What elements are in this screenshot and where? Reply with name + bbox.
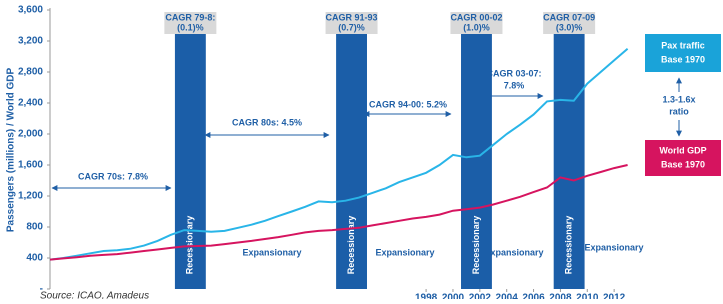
phase-label: Expansionary [584,242,643,252]
annotations: CAGR 70s: 7.8% CAGR 80s: 4.5% CAGR 94-00… [40,34,721,302]
series-line [49,164,628,261]
annotation: CAGR 80s: 4.5% [232,117,302,127]
legend-text: Pax traffic [661,40,705,50]
legend-box [645,140,721,176]
phase-label: Expansionary [375,247,434,257]
recession-bar [336,33,367,289]
y-tick-label: 3,600 [18,5,43,16]
y-tick-label: 400 [26,253,43,264]
y-tick-label: 1,600 [18,160,43,171]
x-tick-label: 2008 [549,293,572,299]
recession-label-box [164,12,217,34]
phase-label: Expansionary [484,247,543,257]
marks: - 400 800 1,200 1,600 2,000 2,400 2,800 3,200 3,6… [18,5,629,304]
x-tick-label: 2000 [442,293,465,299]
annotation: CAGR 03-07: [486,68,541,78]
y-axis-label: Passengers (millions) / World GDP [6,68,17,233]
x-tick-label: 2010 [576,293,599,299]
y-tick-label: 2,000 [18,129,43,140]
annotation: 7.8% [504,80,525,90]
legend-box [645,34,721,72]
x-tick-label: 1998 [415,293,438,299]
recession-label: CAGR 07-09 [543,12,595,22]
y-tick-label: - [40,284,43,295]
recession-label: CAGR 79-8: [165,12,215,22]
legend-text: Base 1970 [661,159,705,169]
x-tick-label: 2006 [522,293,545,299]
x-tick-label: 2012 [603,293,626,299]
x-tick-label: 2004 [496,293,519,299]
recession-label: CAGR 00-02 [450,12,502,22]
legend-text: World GDP [659,145,706,155]
recession-text: Recessionary [564,216,574,275]
recession-text: Recessionary [471,216,481,275]
recession-label-box [450,12,503,34]
y-tick-label: 1,200 [18,191,43,202]
recession-label-box [543,12,596,34]
recession-label: CAGR 91-93 [326,12,378,22]
source: Source: ICAO, Amadeus [40,291,149,299]
series-line [49,48,629,261]
y-tick-label: 800 [26,222,43,233]
phase-label: Expansionary [242,247,301,257]
y-tick-label: 2,400 [18,98,43,109]
recession-label-box [325,12,378,34]
ratio-text: ratio [669,106,689,116]
recession-bar [553,33,585,289]
annotation: CAGR 70s: 7.8% [78,171,148,181]
legend-text: Base 1970 [661,54,705,64]
recession-label: (1.0)% [463,22,490,32]
x-tick-label: 2002 [469,293,492,299]
recession-label: (3.0)% [556,22,583,32]
y-tick-label: 2,800 [18,67,43,78]
recession-label: (0.1)% [177,22,204,32]
recession-text: Recessionary [185,216,195,275]
annotation: CAGR 94-00: 5.2% [369,99,447,109]
recession-bar [461,33,492,289]
y-tick-label: 3,200 [18,36,43,47]
recession-text: Recessionary [346,216,356,275]
recession-label: (0.7)% [338,22,365,32]
ratio-text: 1.3-1.6x [662,94,695,104]
